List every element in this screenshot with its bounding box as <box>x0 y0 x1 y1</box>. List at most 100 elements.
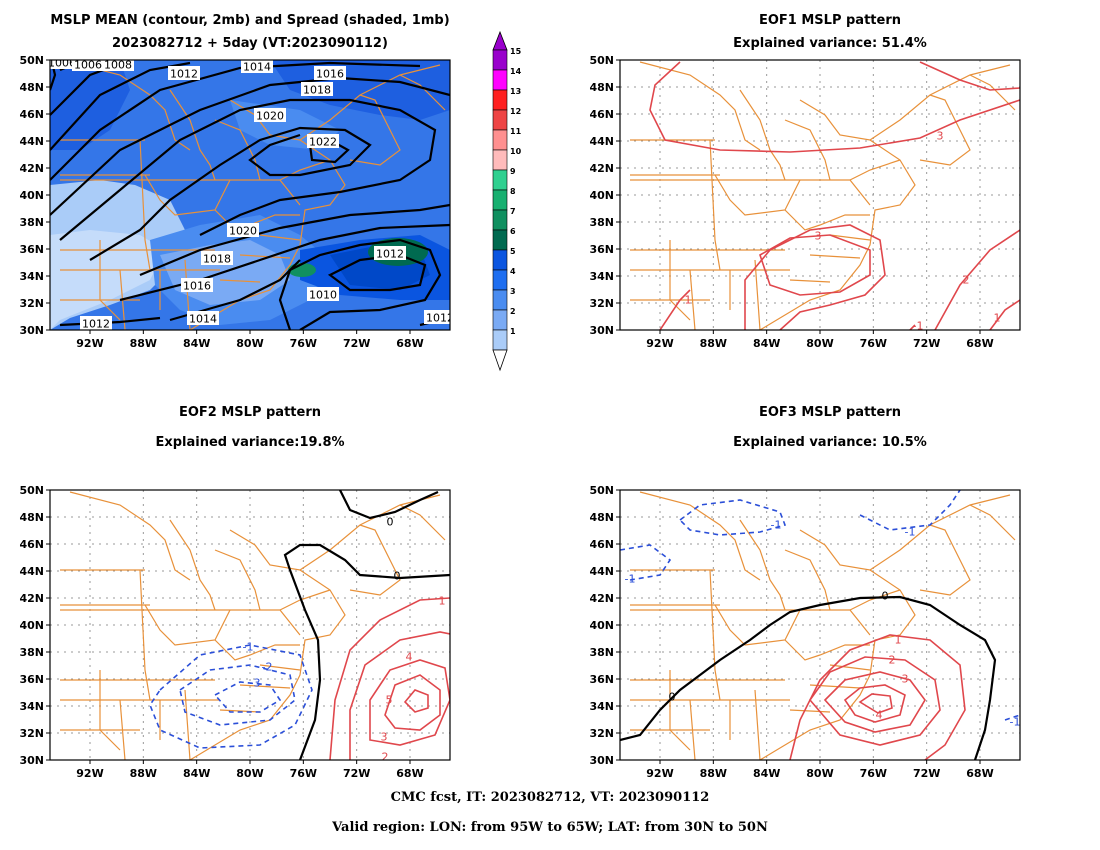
lon-tick-label: 68W <box>966 767 993 780</box>
colorbar-label: 2 <box>510 307 516 316</box>
contour-label-bg <box>307 287 339 301</box>
lat-tick-label: 38N <box>19 216 44 229</box>
contour-label: 1006 <box>48 57 76 70</box>
lon-axis: 92W 88W 84W 80W 76W 72W 68W <box>76 330 424 350</box>
lat-tick-label: 46N <box>589 538 614 551</box>
panel-eof2: EOF2 MSLP pattern Explained variance:19.… <box>19 405 451 780</box>
map-area: 3 3 2 1 -1 1 <box>620 60 1020 333</box>
lon-tick-label: 88W <box>700 767 727 780</box>
colorbar-swatch <box>492 89 508 111</box>
colorbar-swatch <box>492 149 508 171</box>
lat-tick-label: 30N <box>19 754 44 767</box>
contour-label-bg <box>424 310 450 324</box>
lat-tick-label: 34N <box>19 700 44 713</box>
contour-label: 1014 <box>243 61 271 74</box>
lat-tick-label: 34N <box>19 270 44 283</box>
colorbar-swatch <box>492 209 508 231</box>
contour-label: 1012 <box>426 312 454 325</box>
colorbar-label: 3 <box>510 287 516 296</box>
lat-tick-label: 44N <box>589 135 614 148</box>
colorbar-swatch <box>492 309 508 331</box>
contour-label: 1018 <box>203 253 231 266</box>
contour-label-bg <box>201 251 233 265</box>
contour-label: 1018 <box>303 84 331 97</box>
contour-label: 3 <box>381 731 388 744</box>
lon-tick-label: 72W <box>913 767 940 780</box>
panel-title-line2: Explained variance: 51.4% <box>733 36 927 51</box>
contour-label-bg <box>254 108 286 122</box>
lat-tick-label: 50N <box>589 54 614 67</box>
panel-eof1: EOF1 MSLP pattern Explained variance: 51… <box>589 13 1021 350</box>
lat-tick-label: 50N <box>19 54 44 67</box>
contour-label: 4 <box>876 709 883 722</box>
lon-tick-label: 84W <box>753 767 780 780</box>
contour-label: 1 <box>895 634 902 647</box>
lat-tick-label: 32N <box>19 297 44 310</box>
contour-label: 1016 <box>316 68 344 81</box>
contour-label: 1020 <box>256 110 284 123</box>
contour-label: 5 <box>386 694 393 707</box>
colorbar-label: 8 <box>510 187 516 196</box>
lat-tick-label: 46N <box>19 538 44 551</box>
lon-tick-label: 88W <box>700 337 727 350</box>
colorbar: 15 14 13 12 11 10 9 8 7 6 5 4 3 2 1 <box>492 30 522 372</box>
lat-tick-label: 40N <box>589 619 614 632</box>
lon-tick-label: 68W <box>966 337 993 350</box>
colorbar-swatch <box>492 329 508 351</box>
contour-label-bg <box>72 60 104 71</box>
lat-tick-label: 48N <box>589 511 614 524</box>
lon-tick-label: 68W <box>396 337 423 350</box>
colorbar-top-arrow <box>492 30 508 51</box>
lon-tick-label: 76W <box>860 337 887 350</box>
contour-label: -1 <box>771 519 782 532</box>
lon-tick-label: 88W <box>130 337 157 350</box>
lat-tick-label: 38N <box>589 646 614 659</box>
colorbar-swatch <box>492 169 508 191</box>
contour-label: 3 <box>902 673 909 686</box>
lat-tick-label: 36N <box>19 673 44 686</box>
contour-label-bg <box>241 60 273 73</box>
positive-contours <box>329 597 450 760</box>
panel-title-line2: Explained variance: 10.5% <box>733 435 927 450</box>
contour-label: -1 <box>913 320 924 333</box>
contour-label: 1012 <box>170 68 198 81</box>
panel-title-line1: MSLP MEAN (contour, 2mb) and Spread (sha… <box>50 13 449 28</box>
lon-tick-label: 72W <box>343 767 370 780</box>
contour-label: 1010 <box>309 289 337 302</box>
contour-label: 1016 <box>183 280 211 293</box>
panel-mslp-mean: MSLP MEAN (contour, 2mb) and Spread (sha… <box>19 13 454 350</box>
contour-label: 1012 <box>82 318 110 331</box>
colorbar-label: 12 <box>510 107 521 116</box>
contour-label-bg <box>314 66 346 80</box>
colorbar-label: 1 <box>510 327 516 336</box>
lon-tick-label: 80W <box>236 337 263 350</box>
panel-title-line2: Explained variance:19.8% <box>155 435 344 450</box>
colorbar-label: 7 <box>510 207 516 216</box>
contour-label-bg <box>168 66 200 80</box>
lat-tick-label: 50N <box>19 484 44 497</box>
contour-label-bg <box>50 60 78 69</box>
contour-label: 0 <box>669 691 676 704</box>
map-area: -1 -1 -1 0 0 1 23 4 -1 <box>620 490 1020 760</box>
colorbar-label: 5 <box>510 247 516 256</box>
lon-tick-label: 76W <box>860 767 887 780</box>
contour-label: -1 <box>625 573 636 586</box>
colorbar-label: 11 <box>510 127 522 136</box>
panel-title-line1: EOF3 MSLP pattern <box>759 405 901 420</box>
colorbar-swatch <box>492 69 508 91</box>
lat-tick-label: 34N <box>589 700 614 713</box>
map-area: 0 0 -1 -2-3 1 4 5 3 2 <box>50 490 450 760</box>
contour-label: 4 <box>406 651 413 664</box>
lon-tick-label: 80W <box>236 767 263 780</box>
eof-contours <box>649 61 1020 330</box>
lat-axis: 50N 48N 46N 44N 42N 40N 38N 36N 34N 32N 30N <box>19 54 50 337</box>
contour-label: 0 <box>394 570 401 583</box>
contour-label: 1012 <box>376 248 404 261</box>
contour-label-bg <box>307 134 339 148</box>
lon-tick-label: 80W <box>806 767 833 780</box>
lat-tick-label: 32N <box>19 727 44 740</box>
contour-label: 3 <box>815 230 822 243</box>
lat-tick-label: 36N <box>589 673 614 686</box>
